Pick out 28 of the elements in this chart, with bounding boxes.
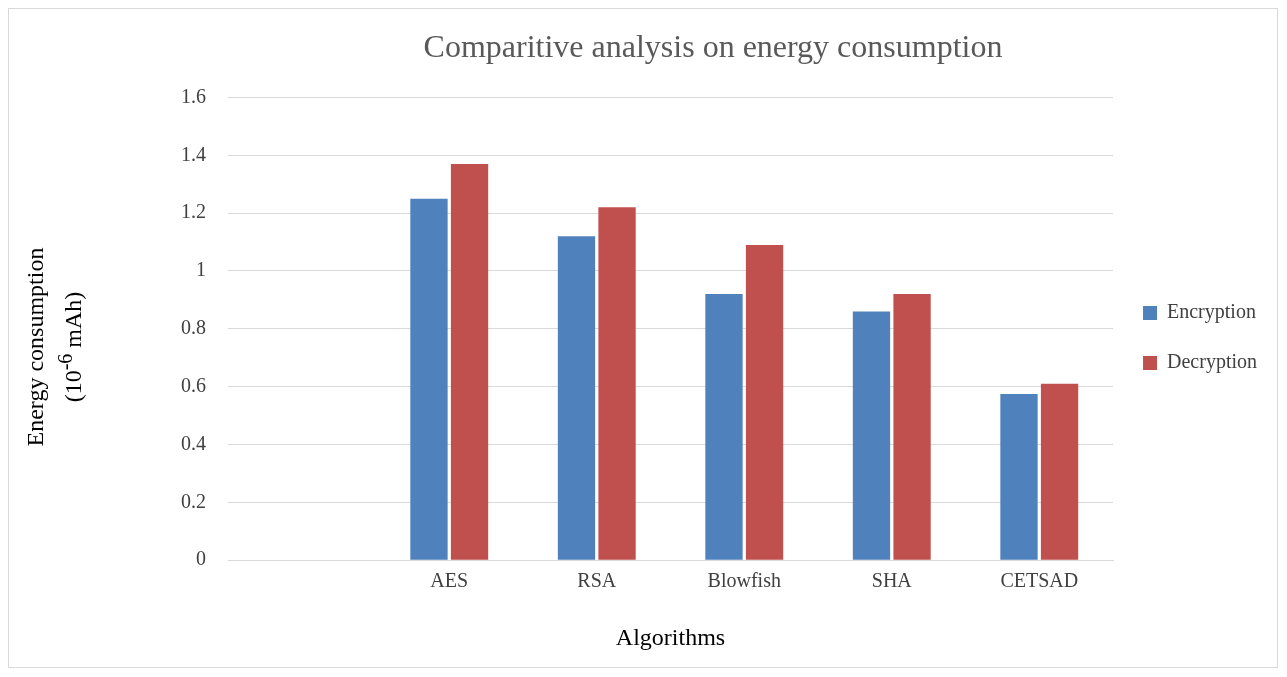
bar	[745, 244, 784, 560]
y-tick-label: 0	[196, 547, 206, 570]
y-tick-label: 1	[196, 258, 206, 281]
y-tick-label: 0.6	[181, 373, 206, 396]
y-tick-label: 1.2	[181, 200, 206, 223]
chart-title: Comparitive analysis on energy consumption	[423, 27, 1003, 64]
bar	[852, 311, 891, 560]
bar	[410, 198, 448, 560]
bar	[450, 163, 489, 560]
legend-label: Decryption	[1167, 350, 1258, 374]
bar	[705, 294, 743, 560]
bar	[893, 294, 931, 560]
x-tick-label: RSA	[577, 569, 617, 592]
x-tick-label: Blowfish	[707, 569, 781, 592]
bar	[1040, 383, 1079, 560]
x-tick-label: SHA	[871, 569, 913, 592]
y-tick-label: 0.4	[181, 431, 206, 454]
y-tick-label: 0.2	[181, 489, 206, 512]
y-tick-label: 1.6	[181, 84, 206, 107]
x-tick-label: CETSAD	[1000, 569, 1079, 592]
bar	[598, 207, 636, 560]
legend-label: Encryption	[1167, 300, 1256, 324]
x-axis-title: Algorithms	[615, 623, 726, 650]
y-tick-label: 1.4	[181, 142, 206, 165]
y-tick-label: 0.8	[181, 316, 206, 339]
bar	[557, 236, 596, 560]
x-tick-label: AES	[430, 569, 469, 592]
bar	[1000, 393, 1038, 560]
